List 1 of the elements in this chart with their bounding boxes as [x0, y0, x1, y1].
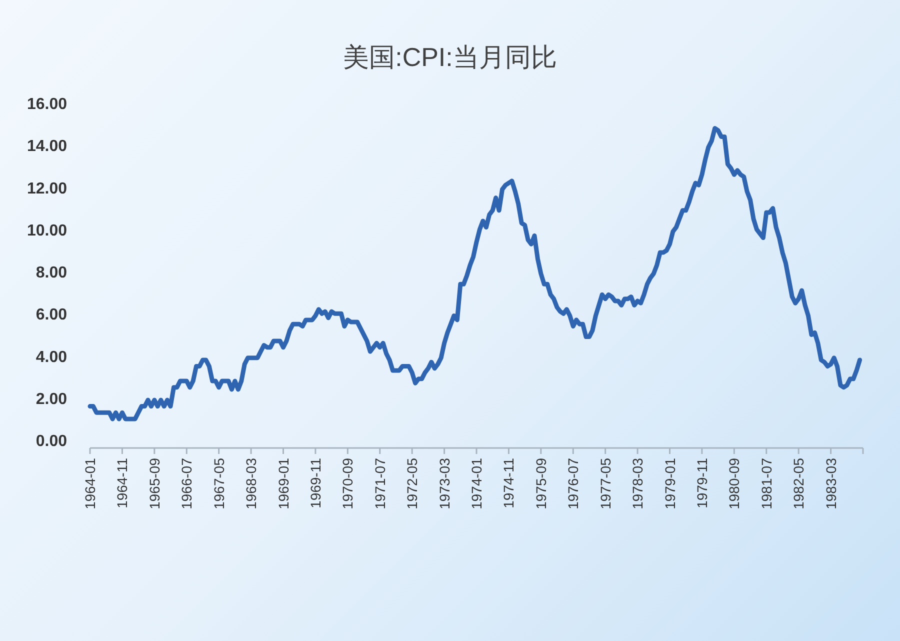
title: 美国:CPI:当月同比	[343, 42, 557, 72]
